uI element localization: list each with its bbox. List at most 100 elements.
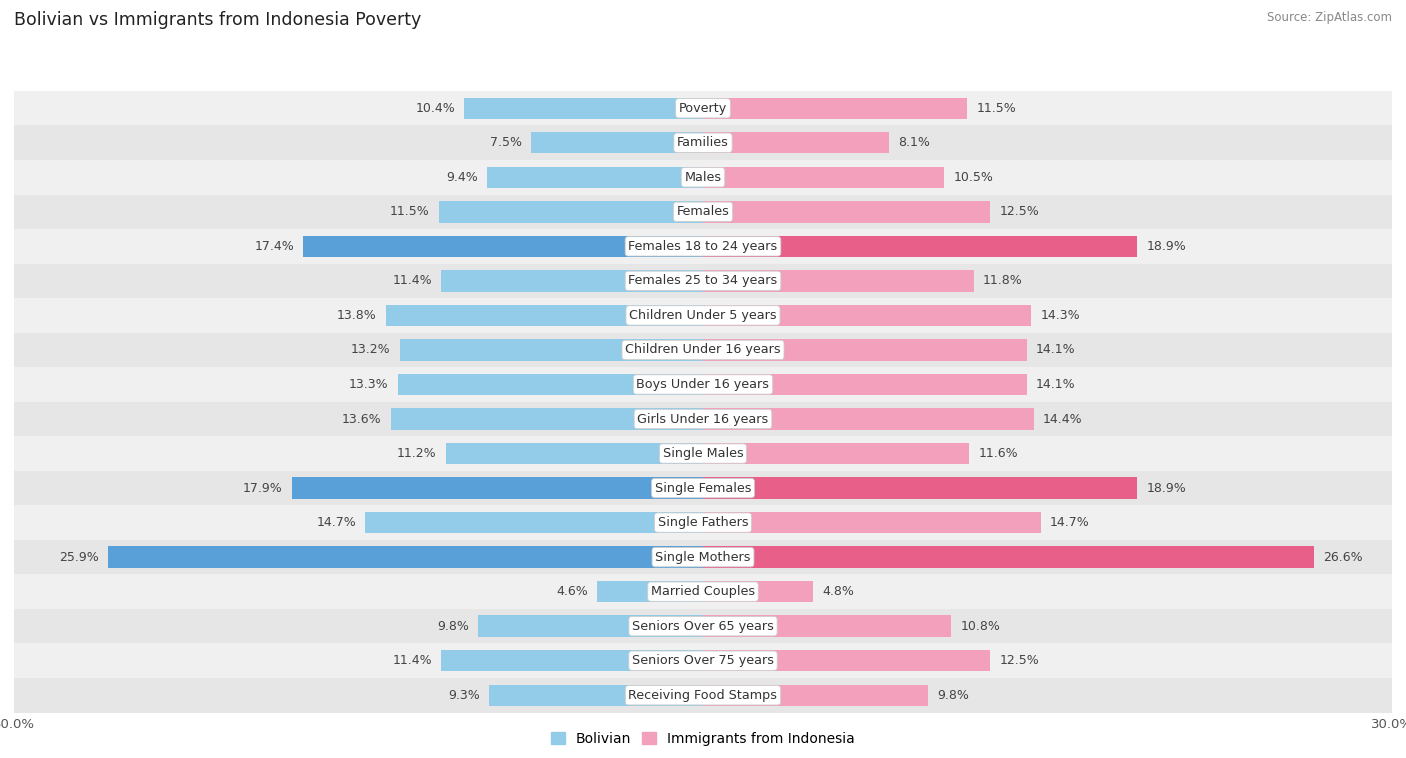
Text: 11.6%: 11.6% [979,447,1018,460]
Bar [14,333,1392,367]
Text: Married Couples: Married Couples [651,585,755,598]
Text: 18.9%: 18.9% [1146,240,1187,253]
Bar [399,340,703,361]
Text: Seniors Over 65 years: Seniors Over 65 years [633,620,773,633]
Bar [703,684,928,706]
Bar [108,547,703,568]
Text: 13.8%: 13.8% [337,309,377,322]
Text: Females: Females [676,205,730,218]
Bar [14,678,1392,713]
Bar [391,409,703,430]
Text: 26.6%: 26.6% [1323,550,1362,564]
Text: 11.5%: 11.5% [389,205,430,218]
Text: Poverty: Poverty [679,102,727,114]
Text: Boys Under 16 years: Boys Under 16 years [637,378,769,391]
Legend: Bolivian, Immigrants from Indonesia: Bolivian, Immigrants from Indonesia [551,732,855,746]
Bar [531,132,703,153]
Bar [703,305,1032,326]
Bar [14,126,1392,160]
Bar [366,512,703,534]
Bar [703,650,990,672]
Text: 8.1%: 8.1% [898,136,931,149]
Bar [14,402,1392,437]
Bar [14,195,1392,229]
Text: 14.1%: 14.1% [1036,378,1076,391]
Bar [446,443,703,464]
Bar [486,167,703,188]
Bar [14,644,1392,678]
Text: Females 25 to 34 years: Females 25 to 34 years [628,274,778,287]
Text: 12.5%: 12.5% [1000,654,1039,667]
Bar [14,506,1392,540]
Text: 11.8%: 11.8% [983,274,1024,287]
Text: 14.7%: 14.7% [316,516,356,529]
Text: 11.4%: 11.4% [392,274,432,287]
Bar [703,98,967,119]
Bar [703,167,945,188]
Bar [441,270,703,292]
Bar [14,609,1392,644]
Bar [489,684,703,706]
Bar [598,581,703,603]
Text: 7.5%: 7.5% [489,136,522,149]
Bar [14,367,1392,402]
Bar [703,547,1313,568]
Bar [387,305,703,326]
Text: 4.6%: 4.6% [557,585,588,598]
Bar [292,478,703,499]
Text: 10.5%: 10.5% [953,171,993,183]
Text: Single Mothers: Single Mothers [655,550,751,564]
Bar [703,236,1137,257]
Text: 14.1%: 14.1% [1036,343,1076,356]
Bar [703,270,974,292]
Text: Children Under 16 years: Children Under 16 years [626,343,780,356]
Text: 9.3%: 9.3% [449,689,481,702]
Text: 9.8%: 9.8% [437,620,468,633]
Bar [14,540,1392,575]
Bar [14,471,1392,506]
Text: 11.4%: 11.4% [392,654,432,667]
Bar [441,650,703,672]
Text: Females 18 to 24 years: Females 18 to 24 years [628,240,778,253]
Bar [439,201,703,223]
Text: Single Fathers: Single Fathers [658,516,748,529]
Text: Receiving Food Stamps: Receiving Food Stamps [628,689,778,702]
Bar [703,374,1026,395]
Text: Girls Under 16 years: Girls Under 16 years [637,412,769,425]
Text: 11.5%: 11.5% [976,102,1017,114]
Bar [703,409,1033,430]
Bar [14,264,1392,298]
Bar [464,98,703,119]
Bar [703,512,1040,534]
Text: 18.9%: 18.9% [1146,481,1187,494]
Bar [703,340,1026,361]
Text: Seniors Over 75 years: Seniors Over 75 years [633,654,773,667]
Text: 12.5%: 12.5% [1000,205,1039,218]
Bar [14,229,1392,264]
Text: Children Under 5 years: Children Under 5 years [630,309,776,322]
Bar [703,443,969,464]
Text: Source: ZipAtlas.com: Source: ZipAtlas.com [1267,11,1392,24]
Text: 10.8%: 10.8% [960,620,1000,633]
Text: Single Males: Single Males [662,447,744,460]
Text: 13.6%: 13.6% [342,412,381,425]
Bar [14,160,1392,195]
Text: 9.4%: 9.4% [446,171,478,183]
Bar [703,478,1137,499]
Bar [703,615,950,637]
Text: Single Females: Single Females [655,481,751,494]
Text: 14.7%: 14.7% [1050,516,1090,529]
Bar [478,615,703,637]
Text: 17.4%: 17.4% [254,240,294,253]
Text: 4.8%: 4.8% [823,585,855,598]
Bar [703,132,889,153]
Text: 13.3%: 13.3% [349,378,388,391]
Bar [703,581,813,603]
Text: Bolivian vs Immigrants from Indonesia Poverty: Bolivian vs Immigrants from Indonesia Po… [14,11,422,30]
Bar [14,575,1392,609]
Text: 17.9%: 17.9% [243,481,283,494]
Text: Males: Males [685,171,721,183]
Bar [398,374,703,395]
Text: 13.2%: 13.2% [352,343,391,356]
Bar [14,298,1392,333]
